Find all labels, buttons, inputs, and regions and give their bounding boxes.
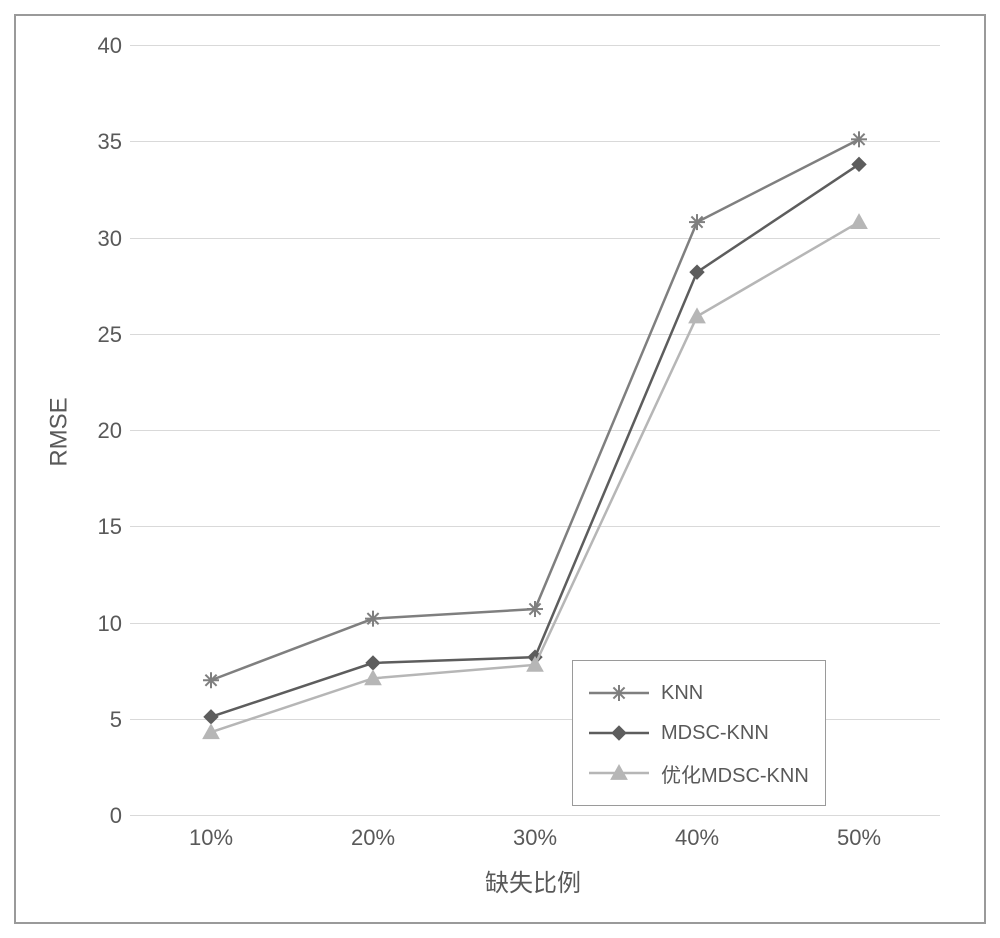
asterisk-marker — [203, 672, 219, 688]
series-line — [211, 164, 859, 716]
legend-label: 优化MDSC-KNN — [661, 759, 809, 788]
triangle-marker — [689, 308, 705, 322]
legend-label: MDSC-KNN — [661, 722, 769, 745]
asterisk-marker — [527, 601, 543, 617]
series-line — [211, 139, 859, 680]
legend-item: MDSC-KNN — [589, 713, 809, 753]
asterisk-marker — [365, 611, 381, 627]
legend-item: 优化MDSC-KNN — [589, 753, 809, 793]
diamond-marker — [852, 157, 866, 171]
triangle-marker — [851, 214, 867, 228]
diamond-marker — [366, 656, 380, 670]
asterisk-marker — [611, 685, 627, 701]
legend-label: KNN — [661, 682, 703, 705]
asterisk-marker — [851, 131, 867, 147]
asterisk-marker — [689, 214, 705, 230]
legend-swatch — [589, 721, 649, 745]
chart-svg — [0, 0, 1000, 938]
diamond-marker — [690, 265, 704, 279]
diamond-marker — [204, 710, 218, 724]
chart-container: 0510152025303540 10%20%30%40%50% RMSE 缺失… — [0, 0, 1000, 938]
legend: KNN MDSC-KNN 优化MDSC-KNN — [572, 660, 826, 806]
diamond-marker — [612, 726, 626, 740]
legend-swatch — [589, 761, 649, 785]
legend-item: KNN — [589, 673, 809, 713]
legend-swatch — [589, 681, 649, 705]
